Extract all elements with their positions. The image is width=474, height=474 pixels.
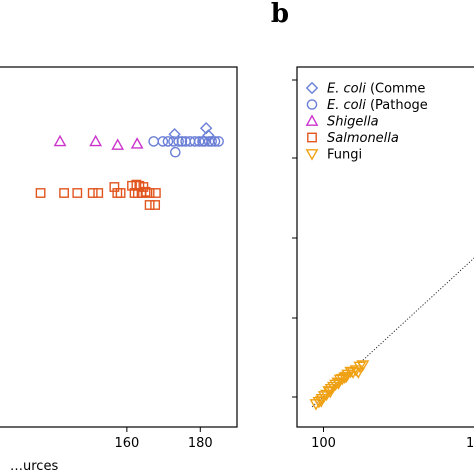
data-point	[193, 136, 205, 147]
data-point	[59, 188, 69, 198]
data-point	[176, 136, 188, 147]
x-axis-label: …urces	[10, 459, 58, 474]
legend-label: Fungi	[327, 148, 362, 163]
data-point	[53, 134, 67, 147]
panel-a-chart: 160 180 …urces	[0, 66, 238, 474]
legend-marker	[305, 149, 319, 161]
x-tick-label: 180	[188, 436, 213, 451]
x-tick-label: 160	[114, 436, 139, 451]
data-point	[168, 136, 179, 147]
reference-line	[311, 257, 474, 408]
data-point	[314, 396, 328, 408]
data-point	[112, 188, 123, 198]
data-point	[329, 379, 342, 392]
legend-marker	[305, 114, 319, 126]
legend-label: E. coli (Comme	[327, 82, 425, 97]
legend-marker	[307, 132, 317, 143]
panel-a-axes-frame	[0, 66, 238, 428]
data-point	[173, 136, 184, 147]
data-point	[323, 386, 337, 399]
data-point	[93, 188, 104, 198]
data-point	[324, 383, 338, 396]
data-point	[189, 136, 201, 147]
data-point	[144, 200, 155, 210]
data-point	[206, 136, 217, 147]
data-point	[199, 122, 213, 135]
data-point	[170, 146, 181, 158]
data-point	[144, 188, 155, 198]
data-point	[111, 138, 125, 150]
data-point	[199, 136, 210, 147]
x-tick-label: 100	[311, 436, 336, 451]
data-point	[89, 134, 103, 147]
legend-label: Salmonella	[327, 131, 399, 146]
data-point	[202, 129, 215, 142]
data-point	[35, 188, 46, 198]
data-point	[72, 188, 83, 198]
data-point	[115, 188, 126, 198]
data-point	[150, 200, 161, 210]
data-point	[109, 182, 120, 192]
legend-label: Shigella	[327, 115, 379, 130]
data-point	[130, 137, 144, 149]
data-point	[150, 188, 161, 198]
data-point	[322, 386, 336, 398]
legend-marker	[306, 99, 318, 110]
data-point	[87, 188, 98, 198]
data-point	[351, 367, 365, 379]
legend-marker	[305, 81, 319, 95]
legend-label: E. coli (Pathoge	[327, 98, 428, 113]
data-point	[309, 399, 323, 411]
data-point	[157, 136, 169, 147]
data-point	[162, 136, 174, 147]
data-point	[209, 136, 221, 147]
data-point	[213, 136, 224, 147]
panel-letter-b: b	[271, 0, 289, 29]
data-point	[356, 360, 370, 372]
x-tick-label: 1	[466, 436, 474, 451]
panel-b-axes-frame	[296, 66, 474, 428]
data-point	[353, 361, 367, 374]
data-point	[339, 371, 353, 384]
data-point	[148, 136, 159, 147]
data-point	[332, 378, 346, 390]
